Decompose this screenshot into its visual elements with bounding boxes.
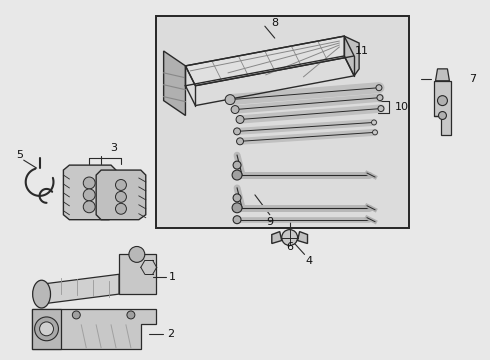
Polygon shape: [436, 69, 449, 81]
Bar: [156, 16, 409, 228]
Text: 4: 4: [306, 256, 313, 266]
Text: 3: 3: [111, 143, 118, 153]
Circle shape: [439, 112, 446, 120]
Polygon shape: [42, 274, 119, 304]
Circle shape: [116, 180, 126, 190]
Polygon shape: [344, 36, 359, 76]
Polygon shape: [434, 81, 451, 135]
Circle shape: [438, 96, 447, 105]
Circle shape: [233, 194, 241, 202]
Circle shape: [236, 116, 244, 123]
Circle shape: [83, 201, 95, 213]
Circle shape: [378, 105, 384, 112]
Circle shape: [73, 311, 80, 319]
Circle shape: [35, 317, 58, 341]
Circle shape: [377, 95, 383, 100]
Circle shape: [40, 322, 53, 336]
Polygon shape: [272, 231, 282, 243]
Circle shape: [372, 130, 377, 135]
Circle shape: [129, 247, 145, 262]
Polygon shape: [63, 165, 116, 220]
Text: 2: 2: [167, 329, 174, 339]
Polygon shape: [96, 170, 146, 220]
Circle shape: [232, 203, 242, 213]
Text: 10: 10: [395, 102, 409, 112]
Text: 9: 9: [266, 217, 273, 227]
Bar: [156, 16, 409, 228]
Circle shape: [116, 192, 126, 202]
Circle shape: [371, 120, 376, 125]
Text: 6: 6: [286, 243, 293, 252]
Text: 7: 7: [468, 74, 476, 84]
Circle shape: [83, 189, 95, 201]
Circle shape: [376, 85, 382, 91]
Polygon shape: [32, 309, 61, 349]
Polygon shape: [297, 231, 308, 243]
Circle shape: [116, 203, 126, 214]
Text: 1: 1: [169, 272, 176, 282]
Polygon shape: [32, 309, 156, 349]
Text: 11: 11: [355, 46, 369, 56]
Polygon shape: [156, 16, 409, 228]
Circle shape: [127, 311, 135, 319]
Text: 8: 8: [271, 18, 278, 28]
Polygon shape: [164, 51, 185, 116]
Ellipse shape: [33, 280, 50, 308]
Circle shape: [233, 161, 241, 169]
Polygon shape: [185, 36, 354, 86]
Circle shape: [237, 138, 244, 145]
Circle shape: [225, 95, 235, 105]
Circle shape: [234, 128, 241, 135]
Circle shape: [83, 177, 95, 189]
Circle shape: [231, 105, 239, 113]
Circle shape: [232, 170, 242, 180]
Polygon shape: [119, 255, 156, 294]
Circle shape: [233, 216, 241, 224]
Circle shape: [282, 230, 297, 246]
Text: 5: 5: [16, 150, 23, 160]
